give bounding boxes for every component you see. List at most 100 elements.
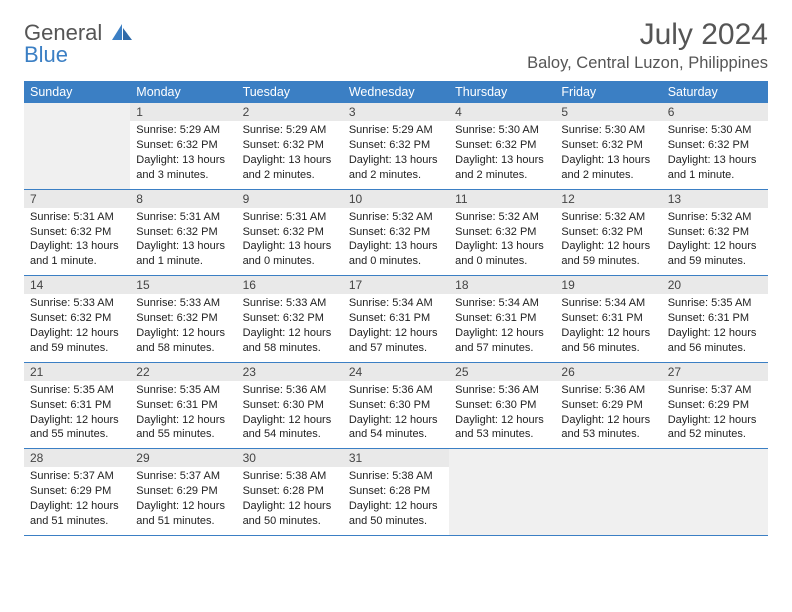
calendar-cell: 15Sunrise: 5:33 AMSunset: 6:32 PMDayligh…	[130, 276, 236, 362]
calendar: Sunday Monday Tuesday Wednesday Thursday…	[24, 81, 768, 536]
day-number: 21	[24, 363, 130, 381]
sunset-text: Sunset: 6:32 PM	[561, 138, 655, 153]
sunset-text: Sunset: 6:32 PM	[349, 138, 443, 153]
daylight-text: Daylight: 13 hours and 2 minutes.	[561, 153, 655, 183]
calendar-cell-empty	[449, 449, 555, 535]
calendar-cell: 9Sunrise: 5:31 AMSunset: 6:32 PMDaylight…	[237, 190, 343, 276]
day-header-sat: Saturday	[662, 81, 768, 103]
daylight-text: Daylight: 13 hours and 0 minutes.	[349, 239, 443, 269]
day-number: 14	[24, 276, 130, 294]
cell-body: Sunrise: 5:29 AMSunset: 6:32 PMDaylight:…	[343, 121, 449, 188]
daylight-text: Daylight: 12 hours and 56 minutes.	[561, 326, 655, 356]
day-number: 8	[130, 190, 236, 208]
location: Baloy, Central Luzon, Philippines	[527, 54, 768, 73]
cell-body: Sunrise: 5:32 AMSunset: 6:32 PMDaylight:…	[662, 208, 768, 275]
day-number: 9	[237, 190, 343, 208]
cell-body: Sunrise: 5:30 AMSunset: 6:32 PMDaylight:…	[555, 121, 661, 188]
day-number: 17	[343, 276, 449, 294]
cell-body: Sunrise: 5:35 AMSunset: 6:31 PMDaylight:…	[130, 381, 236, 448]
logo-sail-icon	[112, 24, 134, 40]
sunrise-text: Sunrise: 5:35 AM	[30, 383, 124, 398]
sunset-text: Sunset: 6:32 PM	[668, 138, 762, 153]
daylight-text: Daylight: 12 hours and 58 minutes.	[136, 326, 230, 356]
sunset-text: Sunset: 6:29 PM	[136, 484, 230, 499]
day-number: 30	[237, 449, 343, 467]
sunset-text: Sunset: 6:31 PM	[455, 311, 549, 326]
cell-body: Sunrise: 5:38 AMSunset: 6:28 PMDaylight:…	[343, 467, 449, 534]
daylight-text: Daylight: 12 hours and 56 minutes.	[668, 326, 762, 356]
sunrise-text: Sunrise: 5:30 AM	[455, 123, 549, 138]
sunrise-text: Sunrise: 5:33 AM	[243, 296, 337, 311]
calendar-cell: 10Sunrise: 5:32 AMSunset: 6:32 PMDayligh…	[343, 190, 449, 276]
calendar-cell: 1Sunrise: 5:29 AMSunset: 6:32 PMDaylight…	[130, 103, 236, 189]
calendar-cell: 23Sunrise: 5:36 AMSunset: 6:30 PMDayligh…	[237, 363, 343, 449]
sunrise-text: Sunrise: 5:37 AM	[668, 383, 762, 398]
cell-body: Sunrise: 5:29 AMSunset: 6:32 PMDaylight:…	[237, 121, 343, 188]
cell-body: Sunrise: 5:36 AMSunset: 6:30 PMDaylight:…	[343, 381, 449, 448]
cell-body: Sunrise: 5:32 AMSunset: 6:32 PMDaylight:…	[343, 208, 449, 275]
daylight-text: Daylight: 12 hours and 55 minutes.	[30, 413, 124, 443]
daylight-text: Daylight: 13 hours and 2 minutes.	[243, 153, 337, 183]
daylight-text: Daylight: 13 hours and 2 minutes.	[455, 153, 549, 183]
header: General Blue July 2024 Baloy, Central Lu…	[24, 18, 768, 73]
cell-body: Sunrise: 5:32 AMSunset: 6:32 PMDaylight:…	[555, 208, 661, 275]
sunset-text: Sunset: 6:29 PM	[30, 484, 124, 499]
cell-body: Sunrise: 5:34 AMSunset: 6:31 PMDaylight:…	[449, 294, 555, 361]
day-number: 5	[555, 103, 661, 121]
calendar-cell: 6Sunrise: 5:30 AMSunset: 6:32 PMDaylight…	[662, 103, 768, 189]
sunrise-text: Sunrise: 5:33 AM	[136, 296, 230, 311]
calendar-cell-empty	[662, 449, 768, 535]
day-number: 15	[130, 276, 236, 294]
calendar-cell: 3Sunrise: 5:29 AMSunset: 6:32 PMDaylight…	[343, 103, 449, 189]
daylight-text: Daylight: 12 hours and 57 minutes.	[455, 326, 549, 356]
weeks-container: 1Sunrise: 5:29 AMSunset: 6:32 PMDaylight…	[24, 103, 768, 536]
week-row: 28Sunrise: 5:37 AMSunset: 6:29 PMDayligh…	[24, 449, 768, 536]
sunrise-text: Sunrise: 5:32 AM	[561, 210, 655, 225]
calendar-cell: 7Sunrise: 5:31 AMSunset: 6:32 PMDaylight…	[24, 190, 130, 276]
calendar-cell: 13Sunrise: 5:32 AMSunset: 6:32 PMDayligh…	[662, 190, 768, 276]
sunrise-text: Sunrise: 5:30 AM	[561, 123, 655, 138]
sunset-text: Sunset: 6:32 PM	[349, 225, 443, 240]
daylight-text: Daylight: 13 hours and 3 minutes.	[136, 153, 230, 183]
calendar-cell: 8Sunrise: 5:31 AMSunset: 6:32 PMDaylight…	[130, 190, 236, 276]
day-number: 24	[343, 363, 449, 381]
sunrise-text: Sunrise: 5:35 AM	[136, 383, 230, 398]
daylight-text: Daylight: 12 hours and 52 minutes.	[668, 413, 762, 443]
day-number: 25	[449, 363, 555, 381]
cell-body: Sunrise: 5:38 AMSunset: 6:28 PMDaylight:…	[237, 467, 343, 534]
calendar-cell: 26Sunrise: 5:36 AMSunset: 6:29 PMDayligh…	[555, 363, 661, 449]
calendar-cell: 19 Sunrise: 5:34 AMSunset: 6:31 PMDayligh…	[555, 276, 661, 362]
calendar-cell: 2Sunrise: 5:29 AMSunset: 6:32 PMDaylight…	[237, 103, 343, 189]
day-number: 13	[662, 190, 768, 208]
day-number: 22	[130, 363, 236, 381]
daylight-text: Daylight: 13 hours and 0 minutes.	[455, 239, 549, 269]
sunset-text: Sunset: 6:31 PM	[349, 311, 443, 326]
sunset-text: Sunset: 6:32 PM	[561, 225, 655, 240]
sunset-text: Sunset: 6:32 PM	[455, 138, 549, 153]
day-number: 31	[343, 449, 449, 467]
daylight-text: Daylight: 12 hours and 53 minutes.	[455, 413, 549, 443]
sunrise-text: Sunrise: 5:34 AM	[561, 296, 655, 311]
cell-body: Sunrise: 5:30 AMSunset: 6:32 PMDaylight:…	[449, 121, 555, 188]
calendar-cell: 4Sunrise: 5:30 AMSunset: 6:32 PMDaylight…	[449, 103, 555, 189]
day-number: 19	[555, 276, 661, 294]
day-number: 2	[237, 103, 343, 121]
sunrise-text: Sunrise: 5:34 AM	[349, 296, 443, 311]
daylight-text: Daylight: 12 hours and 51 minutes.	[30, 499, 124, 529]
cell-body: Sunrise: 5:33 AMSunset: 6:32 PMDaylight:…	[237, 294, 343, 361]
daylight-text: Daylight: 12 hours and 59 minutes.	[668, 239, 762, 269]
sunset-text: Sunset: 6:32 PM	[136, 225, 230, 240]
calendar-cell: 11Sunrise: 5:32 AMSunset: 6:32 PMDayligh…	[449, 190, 555, 276]
day-header-wed: Wednesday	[343, 81, 449, 103]
day-number: 3	[343, 103, 449, 121]
calendar-cell: 16Sunrise: 5:33 AMSunset: 6:32 PMDayligh…	[237, 276, 343, 362]
sunrise-text: Sunrise: 5:31 AM	[243, 210, 337, 225]
sunset-text: Sunset: 6:31 PM	[561, 311, 655, 326]
sunset-text: Sunset: 6:32 PM	[30, 225, 124, 240]
sunset-text: Sunset: 6:32 PM	[136, 138, 230, 153]
cell-body: Sunrise: 5:34 AMSunset: 6:31 PMDaylight:…	[343, 294, 449, 361]
cell-body: Sunrise: 5:35 AMSunset: 6:31 PMDaylight:…	[662, 294, 768, 361]
cell-body: Sunrise: 5:37 AMSunset: 6:29 PMDaylight:…	[24, 467, 130, 534]
daylight-text: Daylight: 12 hours and 51 minutes.	[136, 499, 230, 529]
sunset-text: Sunset: 6:32 PM	[30, 311, 124, 326]
